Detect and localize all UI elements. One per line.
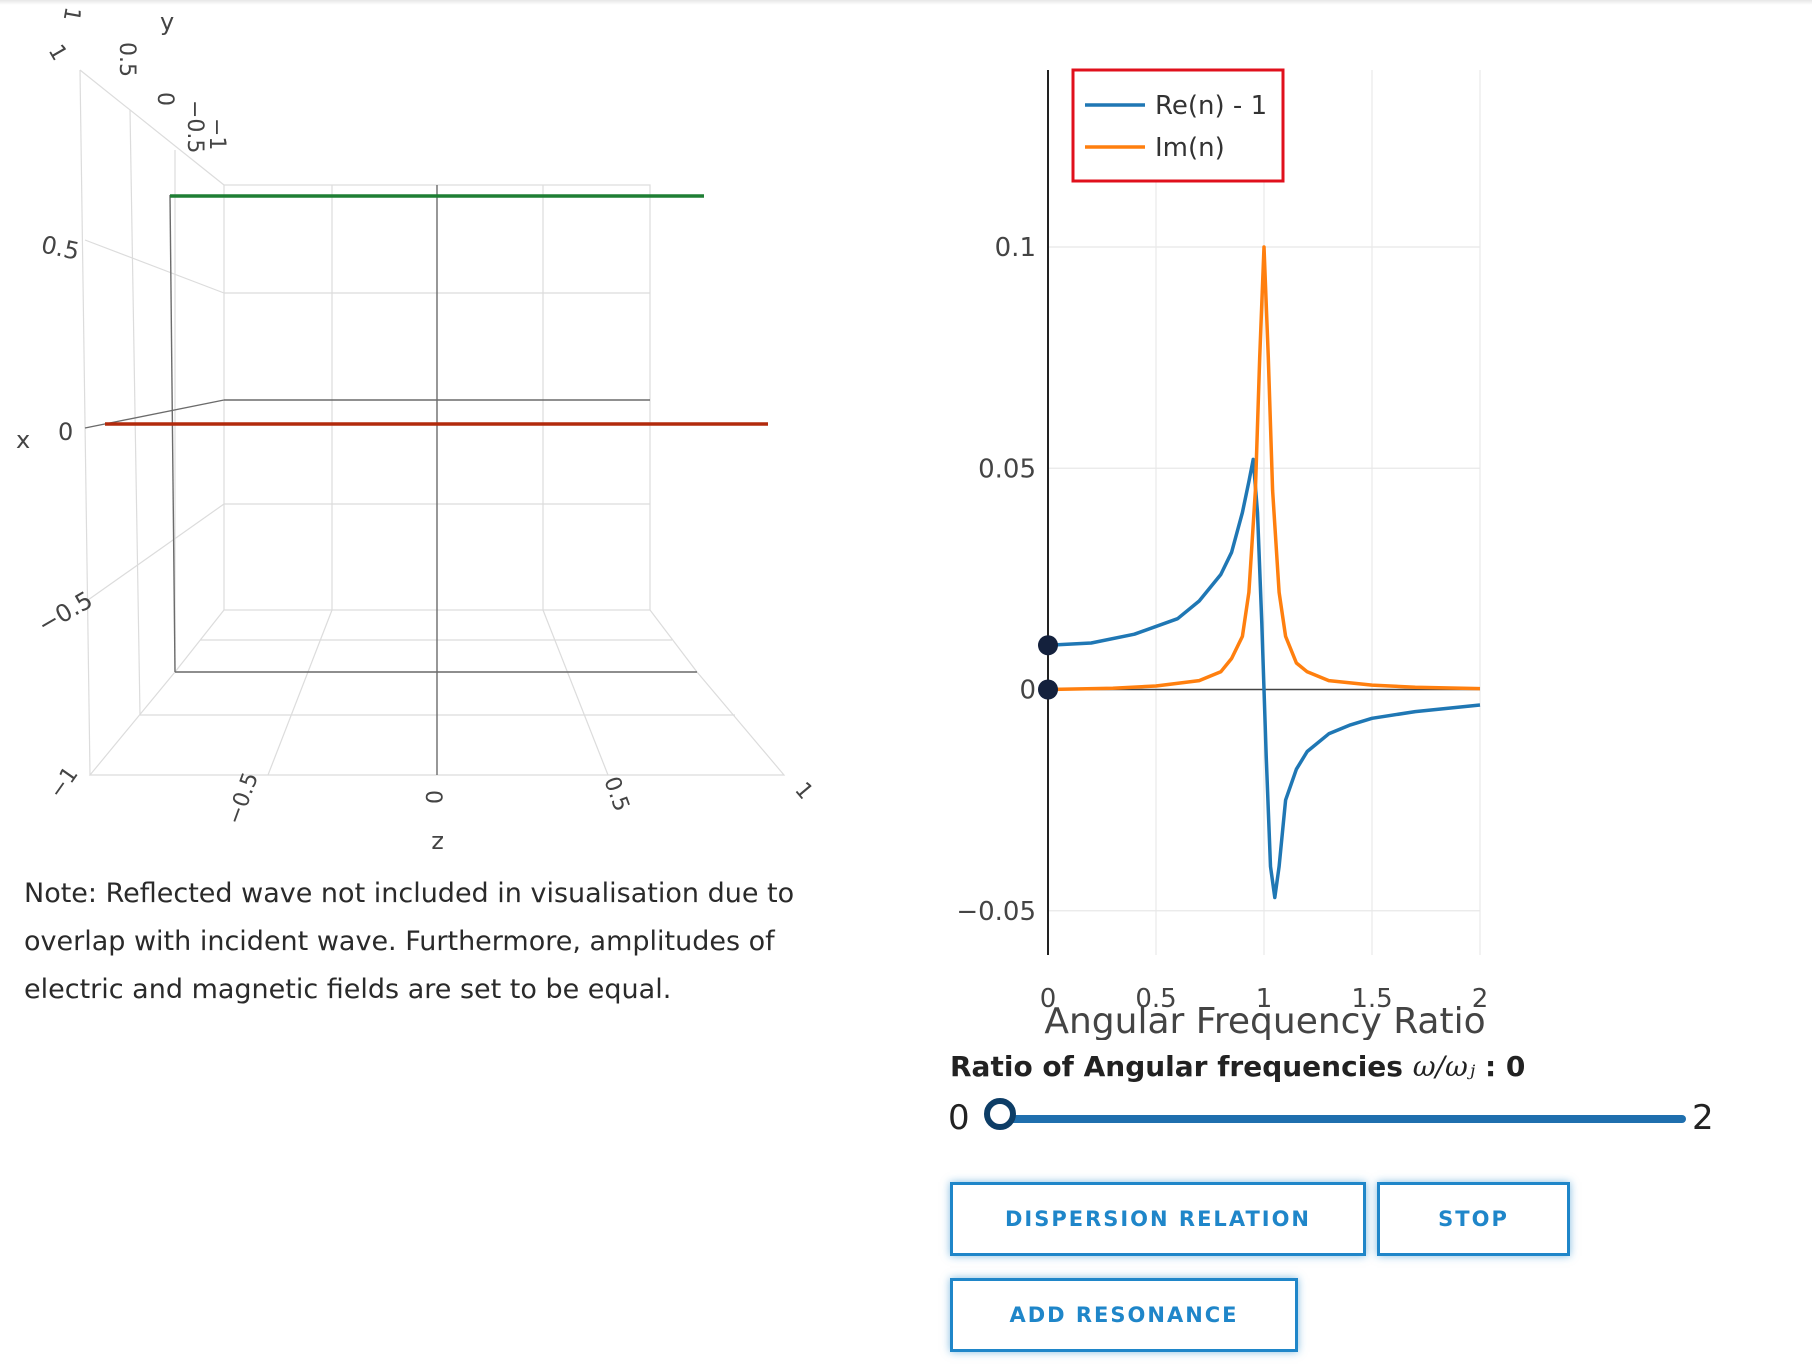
z-tick-label: 0.5	[598, 774, 633, 815]
axis-title-y: y	[160, 8, 174, 36]
x-tick-label: 0.5	[1135, 984, 1176, 1014]
chart-grid	[1048, 70, 1481, 955]
y-tick-label: 1	[58, 5, 85, 23]
dispersion-relation-button[interactable]: DISPERSION RELATION	[950, 1182, 1366, 1256]
x-tick-label: 0	[1040, 984, 1057, 1014]
axes-3d	[84, 185, 697, 775]
frequency-slider-track[interactable]	[1002, 1115, 1686, 1123]
data-marker	[1038, 679, 1058, 700]
add-resonance-button[interactable]: ADD RESONANCE	[950, 1278, 1298, 1352]
x-tick-label: 1	[1256, 984, 1273, 1014]
y-tick-label: −0.5	[182, 100, 207, 153]
slider-label: Ratio of Angular frequencies ω/ωⱼ : 0	[950, 1050, 1525, 1083]
x-axis-title: Angular Frequency Ratio	[1044, 1001, 1485, 1040]
legend-label-re: Re(n) - 1	[1155, 91, 1267, 121]
slider-label-text: Ratio of Angular frequencies	[950, 1050, 1403, 1083]
z-tick-label: 1	[789, 778, 817, 805]
x-tick-label: 1.5	[1351, 984, 1392, 1014]
series-line-0	[1047, 457, 1481, 900]
legend[interactable]: Re(n) - 1 Im(n)	[1071, 68, 1285, 183]
z-tick-label: 0	[420, 790, 445, 804]
z-tick-label: −0.5	[222, 769, 264, 828]
y-tick-label: 0	[1019, 676, 1036, 706]
slider-min-label: 0	[948, 1098, 970, 1138]
y-tick-label: 1	[43, 41, 72, 66]
x-tick-label: 0	[58, 418, 73, 446]
y-tick-label: −0.05	[956, 897, 1036, 927]
frequency-slider-thumb[interactable]	[984, 1098, 1016, 1130]
y-tick-label: −1	[204, 118, 229, 150]
slider-value: : 0	[1484, 1050, 1526, 1083]
legend-label-im: Im(n)	[1155, 133, 1225, 163]
y-tick-label: 0.05	[978, 454, 1036, 484]
data-marker	[1038, 635, 1058, 656]
dispersion-chart[interactable]: 0 0.5 1 1.5 2 −0.05 0 0.05 0.1 Angular Frequency…	[930, 40, 1490, 1040]
z-tick-label: −1	[44, 763, 83, 804]
y-tick-label: 0.1	[995, 233, 1036, 263]
axis-title-x: x	[16, 426, 30, 454]
series-line-1	[1047, 245, 1481, 692]
slider-max-label: 2	[1692, 1098, 1714, 1138]
chart-ticks: 0 0.5 1 1.5 2 −0.05 0 0.05 0.1	[956, 233, 1488, 1014]
stop-button[interactable]: STOP	[1377, 1182, 1570, 1256]
slider-label-math: ω/ωⱼ	[1412, 1050, 1476, 1083]
wave-3d-plot[interactable]: y x z 0.5 0 −0.5 1 0.5 0 −0.5 −1 1 −1 −0…	[0, 0, 880, 860]
top-bar	[0, 0, 1812, 5]
y-tick-label: 0.5	[114, 42, 139, 77]
x-tick-label: 0.5	[39, 230, 82, 265]
note-text: Note: Reflected wave not included in vis…	[24, 878, 795, 1005]
chart-series	[1038, 245, 1481, 900]
y-tick-label: 0	[152, 92, 177, 106]
axis-title-z: z	[431, 830, 444, 858]
x-tick-label: 2	[1472, 984, 1489, 1014]
